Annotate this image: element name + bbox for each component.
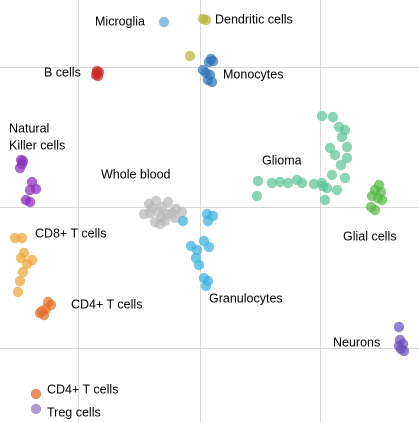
data-point-series-1-1	[200, 14, 212, 26]
data-point-series-11-15	[252, 175, 264, 187]
cluster-label: Treg cells	[47, 405, 101, 419]
data-point-series-5-14	[159, 215, 171, 227]
cluster-label: CD4+ T cells	[47, 382, 118, 396]
cluster-label: Dendritic cells	[215, 12, 293, 26]
data-point-series-3-7	[206, 76, 218, 88]
data-point-series-11-23	[251, 190, 263, 202]
cluster-label: Whole blood	[101, 167, 171, 181]
data-point-series-11-1	[327, 111, 339, 123]
data-point-series-5-3	[162, 196, 174, 208]
data-point-series-12-6	[369, 204, 381, 216]
cluster-label: CD4+ T cells	[71, 297, 142, 311]
data-point-series-6-7	[203, 241, 215, 253]
data-point-series-5-15	[166, 207, 178, 219]
data-point-series-11-21	[308, 178, 320, 190]
cluster-label: Granulocytes	[209, 291, 283, 305]
data-point-series-11-22	[317, 180, 329, 192]
data-point-series-11-6	[329, 149, 341, 161]
data-point-series-3-2	[207, 55, 219, 67]
data-point-series-8-5	[38, 309, 50, 321]
data-point-series-11-24	[341, 141, 353, 153]
cluster-label: Glial cells	[343, 229, 397, 243]
data-point-series-4-8	[24, 196, 36, 208]
data-point-series-10-0	[30, 403, 42, 415]
points-layer	[9, 13, 410, 415]
data-point-series-13-0	[393, 321, 405, 333]
data-point-series-11-13	[331, 184, 343, 196]
data-point-series-1-2	[184, 50, 196, 62]
data-point-series-11-10	[339, 172, 351, 184]
labels-layer: Microglia Dendritic cells B cells Monocytes…	[9, 12, 397, 419]
cluster-label: CD8+ T cells	[35, 226, 106, 240]
cluster-label: Natural	[9, 121, 49, 135]
data-point-series-11-9	[326, 169, 338, 181]
data-point-series-11-4	[336, 131, 348, 143]
data-point-series-7-8	[12, 286, 24, 298]
cluster-label: Microglia	[95, 14, 145, 28]
data-point-series-7-6	[17, 266, 29, 278]
data-point-series-5-5	[176, 206, 188, 218]
data-point-series-6-2	[177, 215, 189, 227]
data-point-series-7-7	[14, 275, 26, 287]
data-point-series-6-9	[193, 259, 205, 271]
data-point-series-11-18	[282, 177, 294, 189]
cluster-label: B cells	[44, 65, 81, 79]
data-point-series-7-5	[21, 258, 33, 270]
data-point-series-6-5	[191, 244, 203, 256]
data-point-series-4-6	[30, 183, 42, 195]
cluster-label: Glioma	[262, 153, 302, 167]
data-point-series-7-1	[16, 232, 28, 244]
data-point-series-13-5	[393, 340, 405, 352]
cluster-label: Neurons	[333, 335, 380, 349]
data-point-series-11-7	[341, 152, 353, 164]
data-point-series-5-16	[146, 202, 158, 214]
data-point-series-6-3	[202, 215, 214, 227]
data-point-series-6-12	[200, 280, 212, 292]
data-point-series-9-0	[30, 388, 42, 400]
data-point-series-4-3	[17, 155, 29, 167]
data-point-series-0-0	[158, 16, 170, 28]
data-point-series-11-14	[319, 194, 331, 206]
cluster-label: Monocytes	[223, 67, 283, 81]
data-point-series-11-17	[274, 176, 286, 188]
data-point-series-11-0	[316, 110, 328, 122]
data-point-series-11-8	[335, 159, 347, 171]
data-point-series-2-4	[91, 67, 103, 79]
data-point-series-12-7	[376, 194, 388, 206]
data-point-series-11-20	[296, 177, 308, 189]
data-point-series-11-16	[266, 177, 278, 189]
cluster-label: Killer cells	[9, 138, 65, 152]
